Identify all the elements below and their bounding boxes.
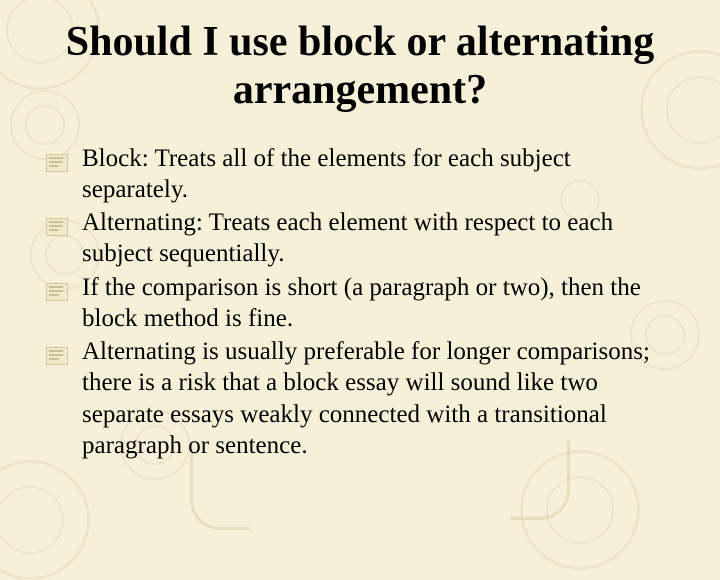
list-item: Alternating is usually preferable for lo… [82, 336, 680, 461]
bullet-icon [46, 278, 68, 296]
list-item-text: Alternating: Treats each element with re… [82, 209, 613, 267]
list-item: Block: Treats all of the elements for ea… [82, 143, 680, 206]
slide-title: Should I use block or alternating arrang… [40, 18, 680, 115]
bullet-icon [46, 213, 68, 231]
list-item-text: Block: Treats all of the elements for ea… [82, 145, 571, 203]
bullet-list: Block: Treats all of the elements for ea… [40, 143, 680, 462]
list-item: If the comparison is short (a paragraph … [82, 272, 680, 335]
bullet-icon [46, 149, 68, 167]
list-item-text: Alternating is usually preferable for lo… [82, 338, 650, 459]
list-item-text: If the comparison is short (a paragraph … [82, 274, 641, 332]
list-item: Alternating: Treats each element with re… [82, 207, 680, 270]
bullet-icon [46, 342, 68, 360]
